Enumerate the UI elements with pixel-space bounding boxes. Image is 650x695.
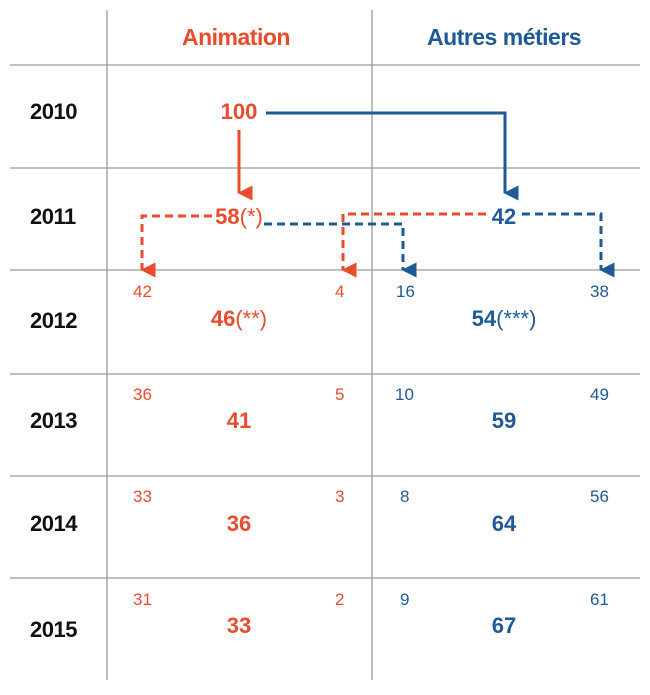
header-animation: Animation xyxy=(182,24,290,50)
value-2013-anim-right: 5 xyxy=(335,385,345,404)
value-2014-animation: 36 xyxy=(226,511,252,536)
value-2014-anim-right: 3 xyxy=(335,487,345,506)
year-2012: 2012 xyxy=(30,308,77,333)
value-2013-anim-left: 36 xyxy=(133,385,152,404)
value-2013-autres-right: 49 xyxy=(590,385,609,404)
arrow-58-to-16-dashed xyxy=(264,222,417,278)
value-2015-autres-left: 9 xyxy=(400,590,410,609)
value-2014-autres-left: 8 xyxy=(400,487,410,506)
value-2015-anim-right: 2 xyxy=(335,590,345,609)
year-2015: 2015 xyxy=(30,617,77,642)
value-2012-animation-main: 46 xyxy=(210,306,236,331)
value-2011-animation: 58(*) xyxy=(179,204,299,230)
year-2014: 2014 xyxy=(30,511,77,536)
value-2014-autres: 64 xyxy=(491,511,517,536)
value-2012-autres: 54(***) xyxy=(444,306,564,332)
value-2012-anim-right: 4 xyxy=(335,282,345,301)
arrow-42-to-38-dashed xyxy=(522,212,615,278)
value-2015-anim-left: 31 xyxy=(133,590,152,609)
value-2011-animation-main: 58 xyxy=(215,204,240,229)
year-2011: 2011 xyxy=(30,204,76,229)
value-2014-anim-left: 33 xyxy=(133,487,152,506)
value-2014-autres-right: 56 xyxy=(590,487,609,506)
value-2015-animation: 33 xyxy=(226,613,252,638)
value-2013-animation: 41 xyxy=(226,408,252,433)
value-2013-autres: 59 xyxy=(491,408,517,433)
value-2011-animation-suffix: (*) xyxy=(239,204,263,229)
value-2010-total: 100 xyxy=(220,99,258,124)
year-2010: 2010 xyxy=(30,99,77,124)
value-2012-anim-left: 42 xyxy=(133,282,152,301)
value-2015-autres: 67 xyxy=(491,613,517,638)
value-2012-autres-right: 38 xyxy=(590,282,609,301)
header-autres-metiers: Autres métiers xyxy=(427,24,582,50)
value-2012-animation-suffix: (**) xyxy=(235,306,268,331)
value-2013-autres-left: 10 xyxy=(395,385,414,404)
arrow-58-to-42-dashed xyxy=(140,214,212,278)
year-2013: 2013 xyxy=(30,408,77,433)
value-2012-autres-left: 16 xyxy=(396,282,415,301)
value-2011-autres: 42 xyxy=(491,204,517,229)
arrow-42-to-4-dashed xyxy=(341,212,486,278)
value-2015-autres-right: 61 xyxy=(590,590,609,609)
value-2012-animation: 46(**) xyxy=(179,306,299,332)
value-2012-autres-suffix: (***) xyxy=(496,306,537,331)
arrow-100-to-42 xyxy=(266,111,519,201)
value-2012-autres-main: 54 xyxy=(471,306,497,331)
